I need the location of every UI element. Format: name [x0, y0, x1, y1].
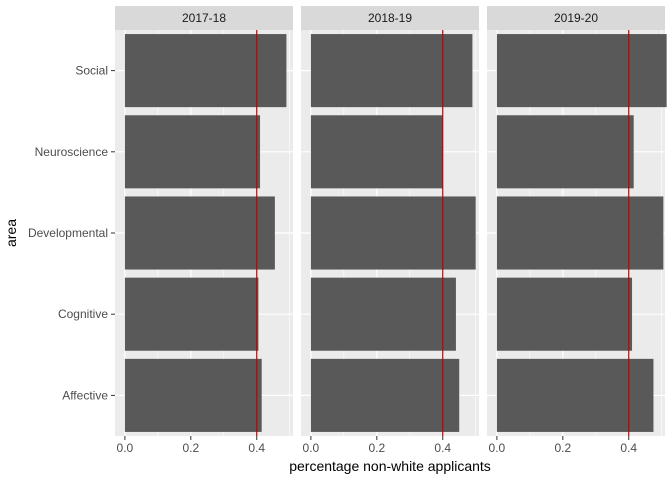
x-tick-label: 0.0	[303, 441, 320, 455]
facet-strip-label: 2019-20	[554, 11, 598, 25]
bar-cognitive	[310, 277, 456, 351]
facet-strip	[487, 6, 665, 30]
facet-strip-label: 2017-18	[182, 11, 226, 25]
bar-neuroscience	[124, 115, 261, 189]
facet-strip	[115, 6, 293, 30]
y-tick-label: Affective	[62, 388, 108, 402]
facet-strip-label: 2018-19	[368, 11, 412, 25]
x-tick-label: 0.2	[368, 441, 385, 455]
bar-cognitive	[496, 277, 633, 351]
x-tick-label: 0.4	[434, 441, 451, 455]
bar-social	[496, 34, 667, 108]
bar-affective	[496, 358, 654, 432]
bar-affective	[124, 358, 262, 432]
bar-cognitive	[124, 277, 259, 351]
y-tick-label: Social	[75, 64, 108, 78]
bar-neuroscience	[496, 115, 634, 189]
x-tick-label: 0.4	[620, 441, 637, 455]
bar-affective	[310, 358, 460, 432]
bar-developmental	[124, 196, 275, 270]
x-tick-label: 0.2	[554, 441, 571, 455]
y-tick-label: Neuroscience	[35, 145, 109, 159]
x-tick-label: 0.0	[117, 441, 134, 455]
x-axis-title: percentage non-white applicants	[289, 458, 491, 474]
y-axis-title: area	[3, 219, 19, 247]
y-tick-label: Cognitive	[58, 307, 108, 321]
x-tick-label: 0.0	[489, 441, 506, 455]
x-tick-label: 0.2	[182, 441, 199, 455]
facet-strip	[301, 6, 479, 30]
y-tick-label: Developmental	[28, 226, 108, 240]
bar-social	[310, 34, 473, 108]
bar-neuroscience	[310, 115, 443, 189]
bar-developmental	[496, 196, 664, 270]
bar-social	[124, 34, 287, 108]
x-tick-label: 0.4	[248, 441, 265, 455]
bar-developmental	[310, 196, 476, 270]
